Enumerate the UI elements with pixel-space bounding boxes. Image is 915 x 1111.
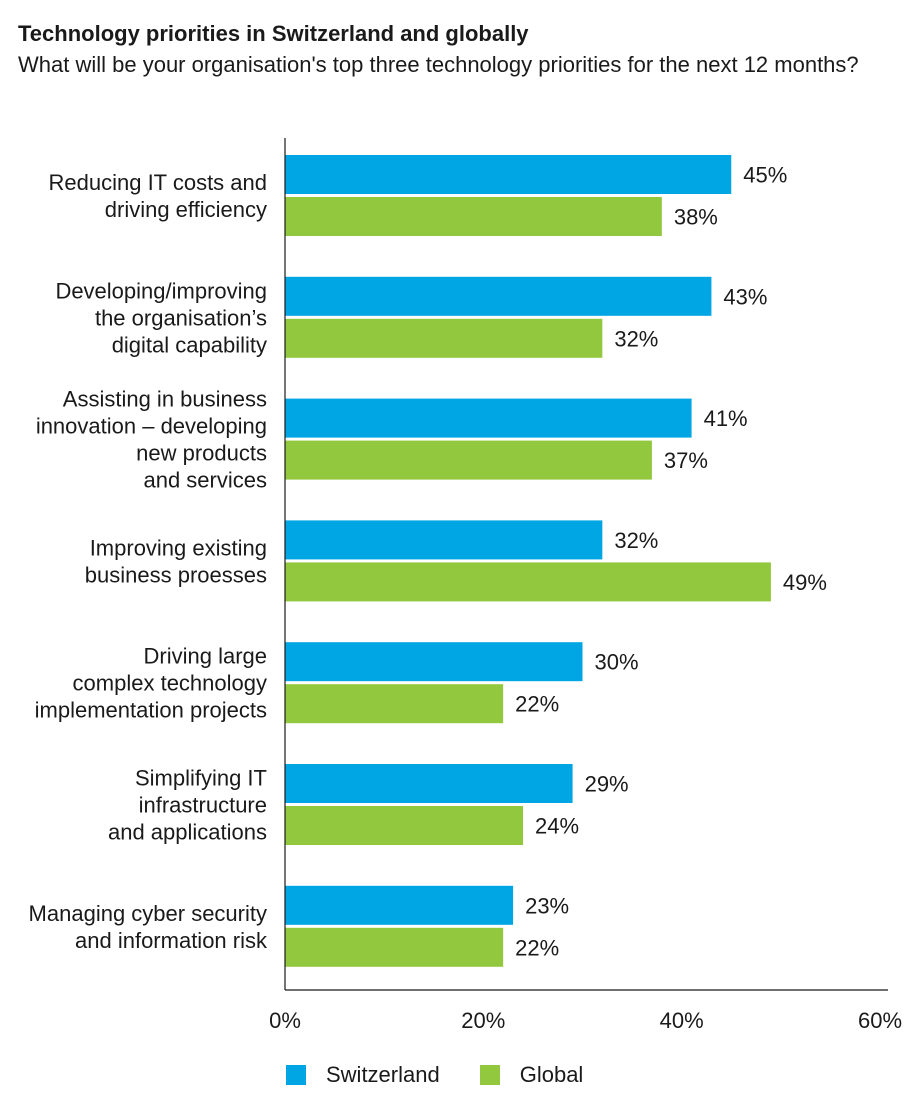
data-label-global: 37% [664,448,708,473]
data-label-global: 32% [614,326,658,351]
data-label-switzerland: 23% [525,893,569,918]
bar-switzerland [285,398,692,438]
bar-global [285,806,523,845]
data-label-switzerland: 29% [585,772,629,797]
legend: Switzerland Global [286,1062,623,1088]
x-tick-label: 20% [461,1008,505,1033]
legend-item-global: Global [479,1062,584,1088]
data-label-global: 49% [783,570,827,595]
data-label-switzerland: 32% [614,528,658,553]
category-label: Developing/improving the organisation’s di… [55,278,267,357]
data-label-switzerland: 43% [723,284,767,309]
bar-switzerland [285,276,712,316]
data-label-global: 38% [674,205,718,230]
legend-swatch-switzerland [286,1065,306,1085]
data-label-global: 22% [515,935,559,960]
bar-global [285,562,771,602]
data-label-global: 22% [515,692,559,717]
bar-switzerland [285,764,573,803]
bar-global [285,927,504,967]
bar-chart: 45% 38% Reducing IT costs and driving effic… [29,138,902,1033]
bar-global [285,440,652,480]
bar-switzerland [285,885,514,925]
bar-global [285,197,662,236]
legend-item-switzerland: Switzerland [286,1062,440,1088]
data-label-switzerland: 30% [595,650,639,675]
bar-switzerland [285,642,583,682]
category-label: Simplifying IT infrastructure and applicat… [108,766,267,845]
data-label-global: 24% [535,814,579,839]
data-label-switzerland: 41% [704,406,748,431]
category-label: Assisting in business innovation – develo… [36,387,267,493]
category-label: Driving large complex technology implement… [35,644,267,723]
x-tick-label: 40% [660,1008,704,1033]
x-tick-label: 0% [269,1008,301,1033]
x-tick-label: 60% [858,1008,902,1033]
legend-swatch-global [479,1065,500,1085]
data-label-switzerland: 45% [743,163,787,188]
bar-global [285,684,504,724]
chart-title: Technology priorities in Switzerland and… [18,21,529,46]
bar-switzerland [285,520,603,560]
legend-label-global: Global [519,1062,584,1087]
category-label: Managing cyber security and information r… [29,901,268,953]
category-label: Improving existing business proesses [85,535,267,587]
chart-subtitle: What will be your organisation's top thr… [18,52,859,77]
bar-switzerland [285,155,732,194]
legend-label-switzerland: Switzerland [326,1062,440,1087]
category-label: Reducing IT costs and driving efficiency [49,170,268,222]
bar-global [285,318,603,358]
